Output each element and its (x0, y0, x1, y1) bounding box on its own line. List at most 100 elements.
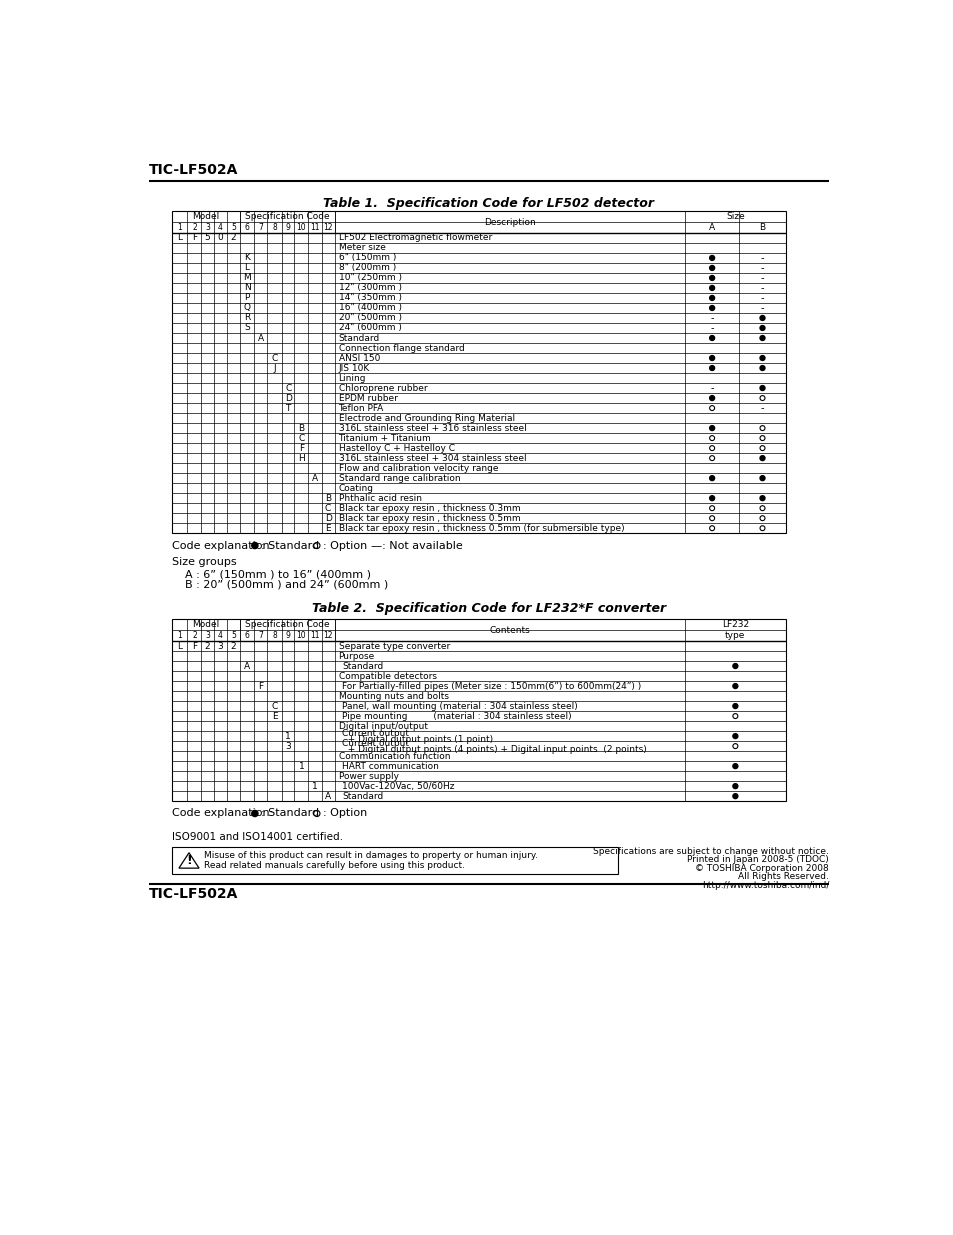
Text: Table 2.  Specification Code for LF232*F converter: Table 2. Specification Code for LF232*F … (312, 603, 665, 615)
Text: N: N (244, 284, 251, 293)
Bar (172, 620, 785, 802)
Text: 8" (200mm ): 8" (200mm ) (338, 263, 395, 273)
Text: Size: Size (725, 212, 744, 221)
Text: : Standard: : Standard (261, 541, 319, 551)
Text: ISO9001 and ISO14001 certified.: ISO9001 and ISO14001 certified. (172, 831, 342, 841)
Text: 2: 2 (231, 641, 236, 651)
Bar (172, 211, 785, 534)
Text: L: L (177, 233, 182, 242)
Text: 11: 11 (310, 631, 319, 640)
Text: For Partially-filled pipes (Meter size : 150mm(6”) to 600mm(24”) ): For Partially-filled pipes (Meter size :… (342, 682, 641, 690)
Text: E: E (325, 524, 331, 532)
Circle shape (732, 784, 737, 789)
Text: Current output: Current output (342, 730, 409, 739)
Text: A : 6” (150mm ) to 16” (400mm ): A : 6” (150mm ) to 16” (400mm ) (185, 569, 371, 579)
Text: 1: 1 (177, 224, 182, 232)
Text: 1: 1 (177, 631, 182, 640)
Text: Chloroprene rubber: Chloroprene rubber (338, 384, 427, 393)
Text: C: C (272, 701, 277, 710)
Text: -: - (760, 273, 763, 283)
Text: Black tar epoxy resin , thickness 0.5mm: Black tar epoxy resin , thickness 0.5mm (338, 514, 519, 522)
Text: Current output: Current output (342, 740, 409, 748)
Text: 11: 11 (310, 224, 319, 232)
Text: H: H (297, 453, 304, 463)
Text: Black tar epoxy resin , thickness 0.3mm: Black tar epoxy resin , thickness 0.3mm (338, 504, 519, 513)
Text: Misuse of this product can result in damages to property or human injury.: Misuse of this product can result in dam… (204, 851, 537, 860)
Text: 24" (600mm ): 24" (600mm ) (338, 324, 401, 332)
Text: 14" (350mm ): 14" (350mm ) (338, 294, 401, 303)
Text: TIC-LF502A: TIC-LF502A (149, 163, 238, 177)
Text: LF502 Electromagnetic flowmeter: LF502 Electromagnetic flowmeter (338, 233, 492, 242)
Text: Model: Model (193, 212, 219, 221)
Text: !: ! (186, 853, 192, 867)
Text: 1: 1 (298, 762, 304, 771)
Text: type: type (724, 631, 745, 640)
Circle shape (760, 475, 764, 480)
Text: http://www.toshiba.com/ind/: http://www.toshiba.com/ind/ (701, 881, 828, 889)
Text: Printed in Japan 2008-5 (TDOC): Printed in Japan 2008-5 (TDOC) (687, 855, 828, 864)
Text: 7: 7 (258, 224, 263, 232)
Text: A: A (244, 662, 250, 671)
Text: A: A (312, 474, 317, 483)
Text: 1: 1 (312, 782, 317, 790)
Text: —: Not available: —: Not available (371, 541, 462, 551)
Text: 8: 8 (272, 631, 276, 640)
Circle shape (760, 366, 764, 370)
Circle shape (732, 684, 737, 688)
Circle shape (760, 456, 764, 461)
Text: TIC-LF502A: TIC-LF502A (149, 887, 238, 900)
Text: C: C (272, 353, 277, 363)
Text: Lining: Lining (338, 373, 366, 383)
Text: B: B (325, 494, 331, 503)
Text: Standard: Standard (338, 333, 379, 342)
Text: 2: 2 (192, 224, 196, 232)
Text: D: D (284, 394, 292, 403)
Text: All Rights Reserved.: All Rights Reserved. (738, 872, 828, 881)
Text: E: E (272, 711, 277, 720)
Text: -: - (760, 293, 763, 303)
Text: -: - (710, 324, 713, 333)
Text: ANSI 150: ANSI 150 (338, 353, 379, 363)
Text: C: C (298, 433, 304, 442)
Text: 4: 4 (217, 631, 223, 640)
Text: F: F (298, 443, 304, 452)
Text: 5: 5 (231, 631, 235, 640)
Text: 1: 1 (285, 731, 291, 741)
Text: Coating: Coating (338, 484, 374, 493)
Text: Pipe mounting         (material : 304 stainless steel): Pipe mounting (material : 304 stainless … (342, 711, 572, 720)
Text: Compatible detectors: Compatible detectors (338, 672, 436, 680)
Text: 3: 3 (205, 631, 210, 640)
Text: 316L stainless steel + 304 stainless steel: 316L stainless steel + 304 stainless ste… (338, 453, 526, 463)
Circle shape (732, 663, 737, 668)
Text: Read related manuals carefully before using this product.: Read related manuals carefully before us… (204, 861, 465, 871)
Text: Meter size: Meter size (338, 243, 385, 252)
Circle shape (252, 542, 257, 548)
Text: 316L stainless steel + 316 stainless steel: 316L stainless steel + 316 stainless ste… (338, 424, 526, 432)
Text: 16" (400mm ): 16" (400mm ) (338, 304, 401, 312)
Text: Panel, wall mounting (material : 304 stainless steel): Panel, wall mounting (material : 304 sta… (342, 701, 578, 710)
Circle shape (252, 810, 257, 816)
Text: Digital input/output: Digital input/output (338, 721, 427, 731)
Text: Standard range calibration: Standard range calibration (338, 474, 459, 483)
Text: 7: 7 (258, 631, 263, 640)
Text: 2: 2 (205, 641, 211, 651)
Circle shape (760, 495, 764, 500)
Text: B : 20” (500mm ) and 24” (600mm ): B : 20” (500mm ) and 24” (600mm ) (185, 579, 388, 590)
Text: Standard: Standard (342, 792, 383, 800)
Text: B: B (298, 424, 304, 432)
Text: Description: Description (483, 217, 536, 226)
Text: 3: 3 (205, 224, 210, 232)
Text: 6: 6 (244, 224, 250, 232)
Text: 3: 3 (217, 641, 223, 651)
Text: K: K (244, 253, 250, 262)
Text: L: L (244, 263, 250, 273)
Circle shape (709, 366, 714, 370)
Text: 2: 2 (192, 631, 196, 640)
Text: Table 1.  Specification Code for LF502 detector: Table 1. Specification Code for LF502 de… (323, 198, 654, 210)
Text: Phthalic acid resin: Phthalic acid resin (338, 494, 421, 503)
Circle shape (709, 395, 714, 400)
Text: Mounting nuts and bolts: Mounting nuts and bolts (338, 692, 448, 700)
Text: -: - (760, 263, 763, 273)
Circle shape (709, 356, 714, 361)
Text: 5: 5 (231, 224, 235, 232)
